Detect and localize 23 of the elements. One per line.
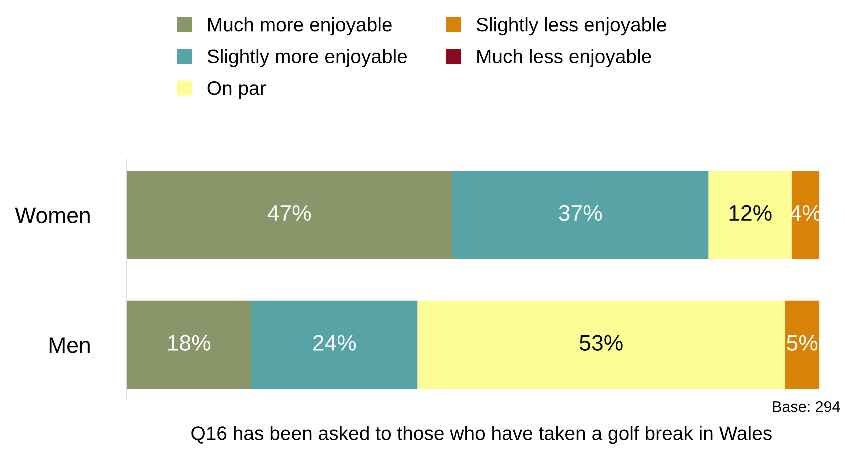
legend-label: On par xyxy=(208,81,266,100)
text: Base: 294 xyxy=(773,401,840,412)
legend-label: Much less enjoyable xyxy=(478,49,652,68)
bar xyxy=(126,171,452,260)
legend-label: Much more enjoyable xyxy=(208,18,392,36)
bar xyxy=(785,300,820,390)
data-label: 37% xyxy=(559,205,602,222)
text: Q16 has been asked to those who have taken a golf break in Wales xyxy=(192,426,772,444)
bar xyxy=(418,300,786,390)
legend-label: Slightly less enjoyable xyxy=(476,18,666,36)
data-label: 12% xyxy=(730,205,772,222)
y-tick-label: Women xyxy=(15,208,90,224)
legend-label: Slightly more enjoyable xyxy=(208,49,408,68)
bar xyxy=(708,171,792,260)
bar xyxy=(126,300,252,390)
bar xyxy=(452,171,709,260)
bar xyxy=(251,300,418,390)
data-label: 5% xyxy=(787,335,818,351)
data-label: 47% xyxy=(268,205,312,222)
data-label: 53% xyxy=(580,335,623,351)
data-label: 18% xyxy=(168,335,211,351)
data-label: 24% xyxy=(314,335,356,351)
y-tick-label: Men xyxy=(50,338,90,354)
